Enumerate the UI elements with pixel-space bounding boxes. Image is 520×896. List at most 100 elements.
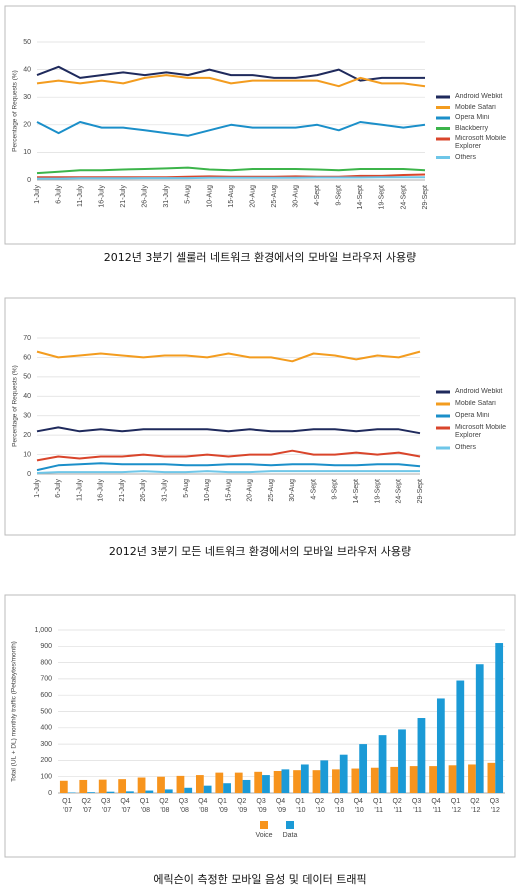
chart-frame [4, 297, 516, 536]
legend-swatch [286, 821, 294, 829]
y-tick-label: 700 [40, 676, 52, 683]
x-tick-label: 19-Sept [374, 479, 381, 504]
x-tick-label: Q3 '07 [101, 798, 112, 814]
bar [339, 754, 348, 793]
bar [398, 729, 406, 793]
x-tick-label: 11-July [77, 185, 84, 208]
y-tick-label: 300 [40, 741, 52, 748]
y-tick-label: 0 [27, 471, 31, 478]
bar [429, 766, 437, 793]
chart-frame [4, 594, 516, 858]
bar [215, 772, 224, 793]
bar [59, 780, 68, 793]
bar [281, 769, 290, 793]
x-tick-label: 1-July [34, 185, 41, 204]
bar [417, 718, 426, 793]
x-tick-label: 20-Aug [247, 479, 254, 502]
y-axis-label: Percentage of Requests (%) [12, 70, 19, 152]
x-tick-label: Q2 '12 [470, 798, 481, 814]
y-tick-label: 1,000 [34, 627, 52, 634]
bar [390, 766, 399, 793]
x-tick-label: 26-July [142, 185, 149, 208]
x-tick-label: Q1 '10 [295, 798, 306, 814]
x-tick-label: 6-July [55, 479, 62, 498]
x-tick-label: Q1 '12 [451, 798, 462, 814]
y-tick-label: 200 [40, 757, 52, 764]
bar [273, 770, 282, 793]
caption: 2012년 3분기 셀룰러 네트워크 환경에서의 모바일 브라우저 사용량 [104, 250, 416, 264]
legend-swatch [260, 821, 268, 829]
bar [118, 779, 127, 793]
x-tick-label: Q2 '07 [82, 798, 93, 814]
x-tick-label: 11-July [76, 479, 83, 502]
x-tick-label: 15-Aug [225, 479, 232, 502]
bar [436, 698, 445, 793]
x-tick-label: 4-Sept [314, 185, 321, 206]
series-line [36, 462, 421, 472]
bar [456, 680, 465, 793]
bar [87, 792, 95, 793]
bar [487, 762, 496, 793]
chart-frame [4, 5, 516, 245]
x-tick-label: 10-Aug [206, 185, 213, 208]
legend-label: Data [283, 832, 298, 839]
x-tick-label: 16-July [99, 185, 106, 208]
legend-item: Opera Mini [455, 114, 489, 121]
y-tick-label: 30 [23, 94, 31, 101]
bar [448, 765, 457, 793]
x-tick-label: 1-July [34, 479, 41, 498]
legend-item: Blackberry [455, 124, 489, 132]
bar [106, 791, 115, 793]
y-tick-label: 60 [23, 354, 31, 361]
x-tick-label: Q4 '11 [431, 798, 442, 814]
bar [98, 779, 107, 793]
legend-item: Others [455, 153, 477, 161]
y-tick-label: 20 [23, 432, 31, 439]
x-tick-label: Q3 '09 [256, 798, 267, 814]
x-tick-label: Q4 '07 [120, 798, 131, 814]
x-tick-label: 24-Sept [400, 185, 407, 210]
legend-label: Others [455, 444, 477, 451]
legend-label: Android Webkit [455, 388, 503, 395]
x-tick-label: 19-Sept [379, 185, 386, 210]
caption: 2012년 3분기 모든 네트워크 환경에서의 모바일 브라우저 사용량 [109, 544, 411, 558]
x-tick-label: 9-Sept [336, 185, 343, 206]
bar [351, 768, 360, 793]
bar [164, 789, 173, 793]
legend-label: Mobile Safari [455, 400, 496, 407]
legend-item: Android Webkit [455, 93, 502, 100]
bar [145, 790, 154, 793]
x-tick-label: 30-Aug [289, 479, 296, 502]
y-axis-label: Percentage of Requests (%) [12, 365, 19, 447]
legend-item: Others [455, 444, 477, 451]
x-tick-label: 26-July [140, 479, 147, 502]
bar [254, 771, 263, 793]
x-tick-label: 5-Aug [185, 185, 192, 204]
x-tick-label: Q4 '10 [354, 798, 365, 814]
series-line [37, 173, 426, 179]
bar [242, 779, 251, 793]
series-line [36, 426, 421, 435]
x-tick-label: 29-Sept [417, 479, 424, 504]
x-tick-label: Q3 '08 [179, 798, 190, 814]
x-tick-label: Q4 '08 [198, 798, 209, 814]
legend-item: Mobile Safari [455, 400, 496, 407]
x-tick-label: Q1 '08 [140, 798, 151, 814]
legend-label: Opera Mini [455, 412, 490, 419]
bar [370, 767, 379, 793]
x-tick-label: 16-July [98, 479, 105, 502]
y-tick-label: 500 [40, 708, 52, 715]
legend-label: Blackberry [455, 124, 489, 132]
series-line [37, 176, 425, 180]
x-tick-label: 31-July [162, 479, 169, 502]
x-tick-label: 30-Aug [293, 185, 300, 208]
legend-label: Others [455, 153, 477, 161]
x-tick-label: Q1 '11 [373, 798, 384, 814]
bar [300, 764, 309, 793]
y-tick-label: 400 [40, 725, 52, 732]
x-tick-label: Q2 '08 [159, 798, 170, 814]
x-tick-label: Q1 '09 [218, 798, 229, 814]
x-tick-label: 14-Sept [357, 185, 364, 210]
bar [157, 776, 165, 793]
